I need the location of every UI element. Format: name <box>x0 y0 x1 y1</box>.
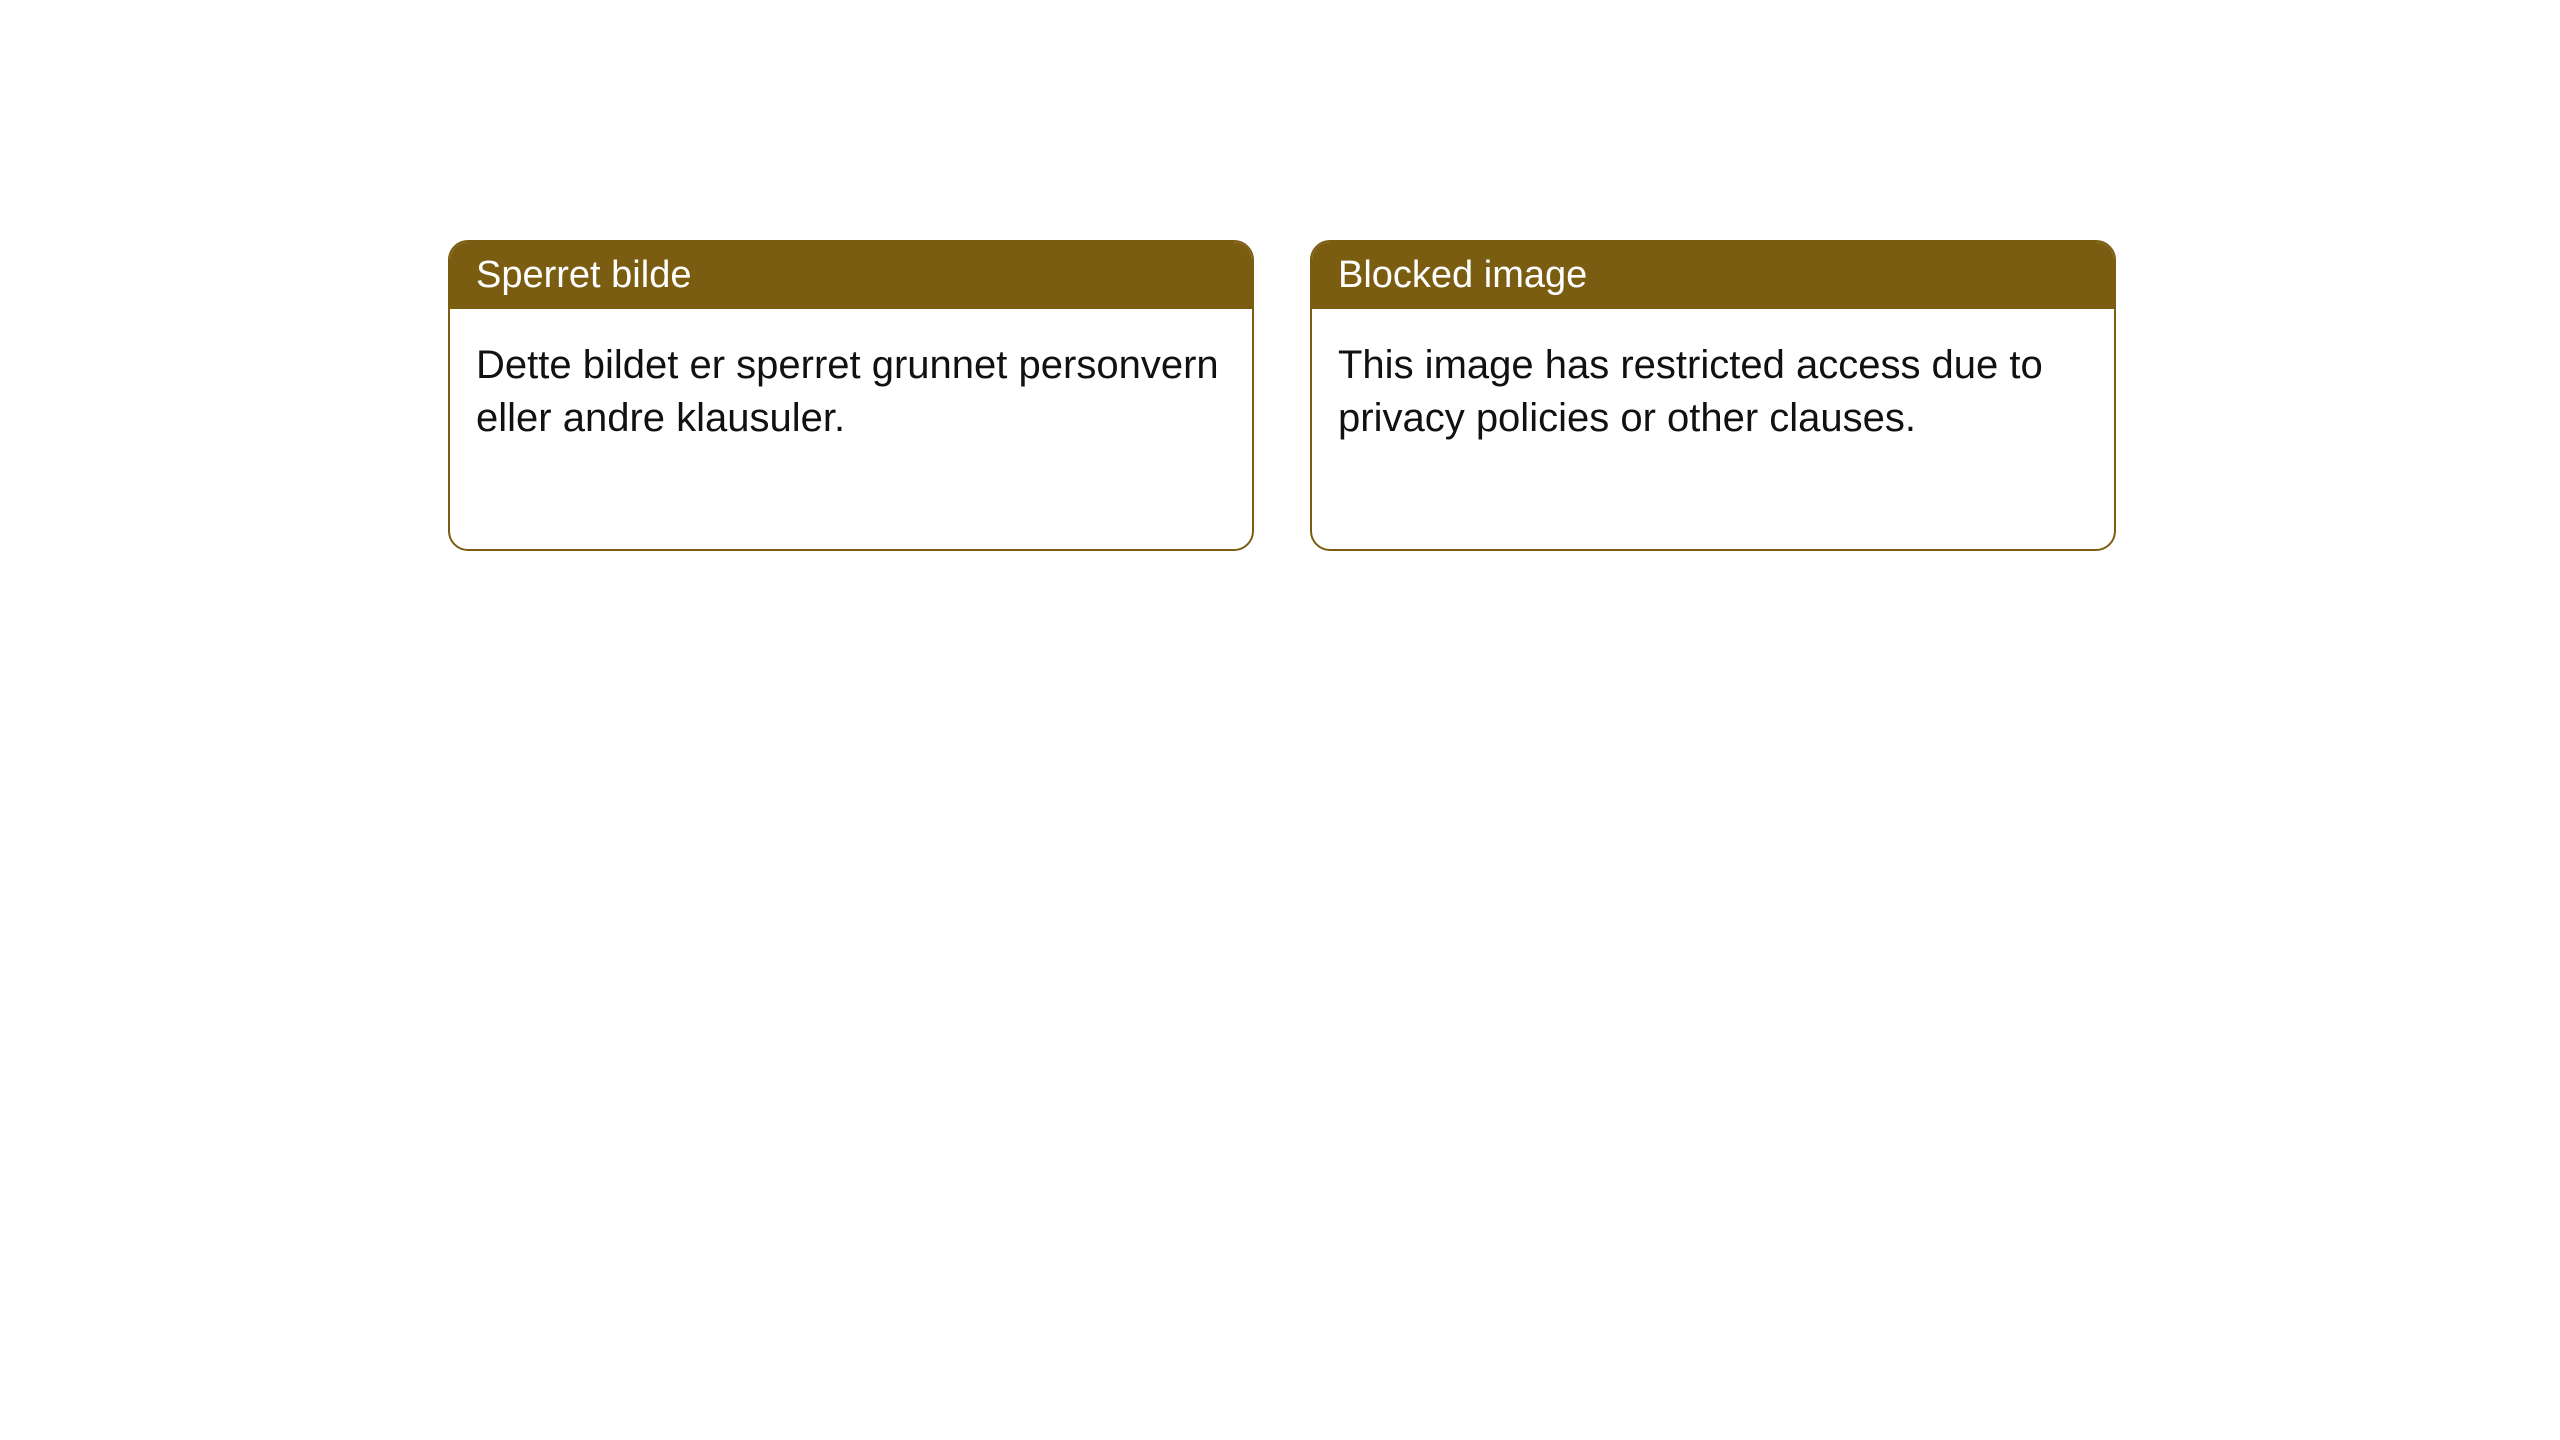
card-container: Sperret bilde Dette bildet er sperret gr… <box>0 0 2560 551</box>
notice-card-norwegian: Sperret bilde Dette bildet er sperret gr… <box>448 240 1254 551</box>
card-body: This image has restricted access due to … <box>1312 309 2114 549</box>
card-body: Dette bildet er sperret grunnet personve… <box>450 309 1252 549</box>
card-header-text: Sperret bilde <box>476 254 691 296</box>
card-header: Sperret bilde <box>450 242 1252 309</box>
card-body-text: This image has restricted access due to … <box>1338 343 2043 440</box>
notice-card-english: Blocked image This image has restricted … <box>1310 240 2116 551</box>
card-header-text: Blocked image <box>1338 254 1587 296</box>
card-header: Blocked image <box>1312 242 2114 309</box>
card-body-text: Dette bildet er sperret grunnet personve… <box>476 343 1219 440</box>
